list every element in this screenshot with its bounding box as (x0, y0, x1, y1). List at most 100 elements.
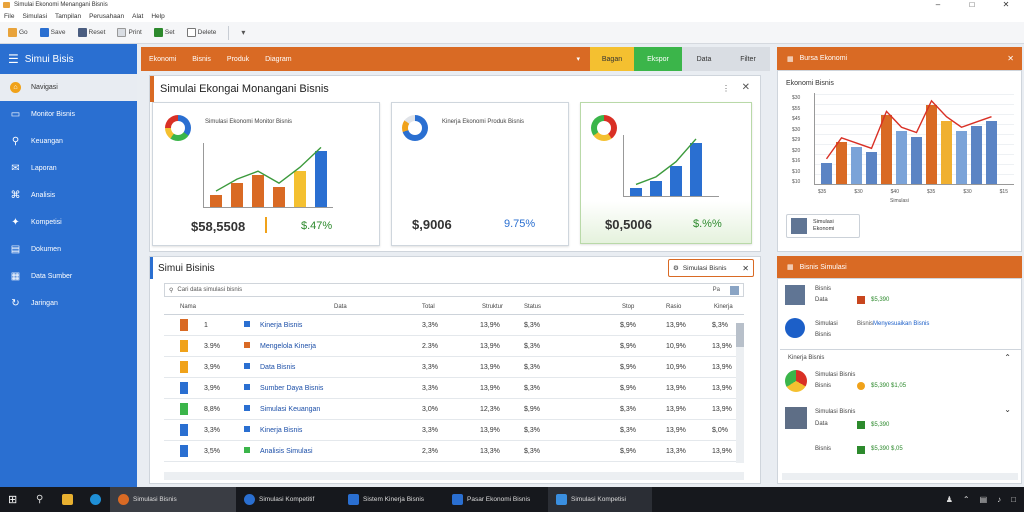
taskbar-app-3[interactable]: Sistem Kinerja Bisnis (340, 487, 444, 512)
menu-tools[interactable]: Alat (132, 12, 144, 20)
scrollbar-thumb[interactable] (736, 323, 744, 347)
file-explorer-button[interactable] (54, 487, 82, 512)
table-row[interactable]: 3,5% Analisis Simulasi 2,3% 13,3% $,3% $,9% 13… (164, 441, 744, 462)
kpi-card-3[interactable]: $0,5006 $.%% (580, 102, 752, 244)
table-row[interactable]: 1 Kinerja Bisnis 3,3% 13,9% $,3% $,9% 13,9% $,3… (164, 315, 744, 336)
list-item[interactable]: Bisnis $5,390 $,05 (815, 446, 903, 454)
set-button[interactable]: Set (150, 25, 179, 40)
volume-icon[interactable]: ♪ (997, 495, 1002, 504)
horizontal-scrollbar[interactable] (164, 472, 744, 480)
menu-help[interactable]: Help (151, 12, 165, 20)
list-item[interactable]: Bisnis Data $5,390 (785, 285, 1015, 313)
sidebar-item-data-sources[interactable]: ▦ Data Sumber (10, 271, 73, 282)
sidebar-brand: ☰ Simui Bisis (8, 52, 74, 66)
save-button[interactable]: Save (36, 25, 70, 40)
list-item[interactable]: Simulasi Bisnis Bisnis $5,390 $1,05 (785, 370, 1015, 398)
taskbar-app-2[interactable]: Simulasi Kompetitif (236, 487, 340, 512)
maximize-button[interactable]: □ (969, 0, 975, 9)
sidebar-item-analysis[interactable]: ⌘ Analisis (10, 190, 56, 201)
list-item[interactable]: Simulasi Bisnis Data $5,390 (785, 407, 1015, 435)
table-row[interactable]: 3,9% Data Bisnis 3,3% 13,9% $,3% $,9% 10,9% 13,… (164, 357, 744, 378)
row-name: Mengelola Kinerja (260, 343, 317, 350)
delete-button[interactable]: Delete (183, 25, 221, 40)
close-icon[interactable]: ✕ (1007, 54, 1014, 63)
table-header: Nama Data Total Struktur Status Stop Ras… (164, 301, 744, 315)
sidebar-item-finance[interactable]: ⚲ Keuangan (11, 136, 63, 147)
print-button[interactable]: Print (113, 25, 145, 40)
row-value: $,0% (712, 427, 728, 434)
simulation-box[interactable]: Simulasi Ekonomi (786, 214, 860, 238)
export-button[interactable]: Ekspor (634, 47, 682, 71)
col-ratio[interactable]: Rasio (666, 304, 682, 310)
sidebar-item-documents[interactable]: ▤ Dokumen (10, 244, 61, 255)
taskbar-app-1[interactable]: Simulasi Bisnis (110, 487, 236, 512)
col-status[interactable]: Status (524, 304, 542, 310)
row-index: 3.9% (204, 343, 220, 350)
col-data[interactable]: Data (334, 304, 347, 310)
sidebar-item-network[interactable]: ↻ Jaringan (11, 298, 58, 309)
chevron-down-icon[interactable]: ⌄ (1004, 405, 1011, 414)
col-name[interactable]: Nama (180, 304, 197, 310)
reset-button[interactable]: Reset (74, 25, 110, 40)
dropdown-icon[interactable]: ▾ (576, 56, 580, 63)
data-button[interactable]: Data (682, 47, 726, 71)
col-total[interactable]: Total (422, 304, 435, 310)
filter-button[interactable]: Filter (726, 47, 770, 71)
print-icon (117, 28, 127, 37)
sidebar-item-competition[interactable]: ✦ Kompetisi (11, 217, 62, 228)
run-button[interactable]: ▾ (237, 25, 249, 40)
sidebar-item-monitor[interactable]: ▭ Monitor Bisnis (10, 109, 75, 120)
search-bar[interactable]: ⚲ Cari data simulasi bisnis Pa (164, 283, 744, 297)
menu-view[interactable]: Tampilan (55, 12, 82, 20)
table-row[interactable]: 3,3% Kinerja Bisnis 3,3% 13,9% $,3% $,3% 13,9%… (164, 420, 744, 441)
tab-product[interactable]: Produk (226, 55, 250, 63)
chevron-up-icon[interactable]: ⌃ (1004, 353, 1011, 362)
grid-icon[interactable] (730, 285, 739, 295)
chart-icon: ▦ (787, 55, 794, 63)
network-icon[interactable]: ▤ (979, 495, 988, 504)
table-row[interactable]: 8,8% Simulasi Keuangan 3,0% 12,3% $,9% $,3% 13… (164, 399, 744, 420)
chevron-up-icon[interactable]: ⌃ (962, 495, 970, 504)
taskbar-app-5[interactable]: Simulasi Kompetisi (548, 487, 652, 512)
more-icon[interactable]: ⋮ (722, 84, 730, 93)
col-structure[interactable]: Struktur (482, 304, 504, 310)
right-list-panel: Kinerja Bisnis ⌃ ⌄ (777, 278, 1022, 484)
sidebar-item-reports[interactable]: ✉ Laporan (11, 163, 57, 174)
browser-button[interactable] (82, 487, 110, 512)
tab-economy[interactable]: Ekonomi (149, 55, 177, 63)
start-button[interactable]: ⊞ (0, 487, 28, 512)
person-icon[interactable]: ♟ (945, 495, 953, 504)
minimize-button[interactable]: – (935, 0, 941, 9)
close-button[interactable]: ✕ (1002, 0, 1010, 9)
taskbar-app-4[interactable]: Pasar Ekonomi Bisnis (444, 487, 548, 512)
chart-button[interactable]: Bagan (590, 47, 634, 71)
menu-file[interactable]: File (4, 12, 15, 20)
chart-bar (896, 131, 907, 184)
horizontal-scrollbar[interactable] (782, 473, 1018, 480)
tab-diagram[interactable]: Diagram (265, 55, 292, 63)
close-icon[interactable]: ✕ (742, 263, 749, 273)
kpi-card-2[interactable]: Kinerja Ekonomi Produk Bisnis $,9006 9.7… (391, 102, 569, 246)
sidebar-item-navigation[interactable]: ⌂ Navigasi (0, 74, 137, 101)
col-stop[interactable]: Stop (622, 304, 635, 310)
search-button[interactable]: ⚲ (28, 487, 54, 512)
close-icon[interactable]: ✕ (741, 82, 750, 93)
row-value: $,3% (620, 406, 636, 413)
chrome-icon (785, 370, 807, 392)
chart-bar (650, 180, 662, 196)
simulation-action-button[interactable]: ⚙ Simulasi Bisnis ✕ (668, 259, 754, 277)
scrollbar[interactable] (736, 323, 744, 463)
kpi-card-1[interactable]: Simulasi Ekonomi Monitor Bisnis $58,5508… (152, 102, 380, 246)
notification-icon[interactable]: □ (1011, 495, 1016, 504)
tab-business[interactable]: Bisnis (192, 55, 211, 63)
list-item[interactable]: Simulasi Bisnis Bisnis Menyesuaikan Bisn… (785, 318, 1015, 346)
table-row[interactable]: 3.9% Mengelola Kinerja 2.3% 13,9% $,3% $,9% 10… (164, 336, 744, 357)
home-icon: ⌂ (10, 82, 21, 93)
menu-company[interactable]: Perusahaan (89, 12, 125, 20)
row-value: 13,9% (480, 364, 500, 371)
col-performance[interactable]: Kinerja (714, 304, 733, 310)
table-row[interactable]: 3,9% Sumber Daya Bisnis 3,3% 13,9% $,3% $,9% 1… (164, 378, 744, 399)
chart-bar (851, 147, 862, 184)
menu-simulation[interactable]: Simulasi (22, 12, 48, 20)
go-button[interactable]: Go (4, 25, 32, 40)
